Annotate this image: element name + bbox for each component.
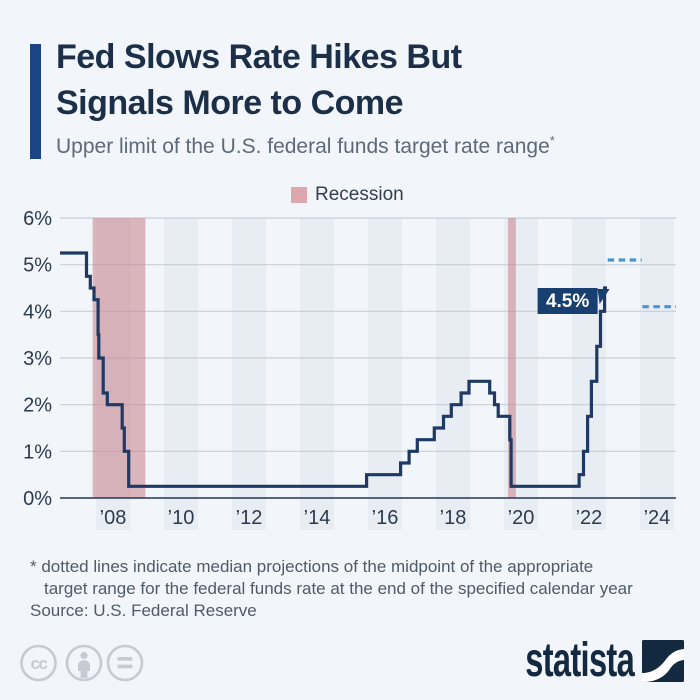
equal-icon[interactable]	[106, 644, 144, 682]
footnote: * dotted lines indicate median projectio…	[30, 556, 680, 600]
footnote-line-2: target range for the federal funds rate …	[44, 579, 633, 598]
rate-callout: 4.5%	[537, 288, 610, 314]
page-title: Fed Slows Rate Hikes But Signals More to…	[56, 34, 676, 126]
chart-subtitle: Upper limit of the U.S. federal funds ta…	[56, 133, 555, 158]
source-text: Source: U.S. Federal Reserve	[30, 601, 257, 620]
svg-text:0%: 0%	[23, 488, 52, 510]
footnote-asterisk: *	[549, 133, 555, 148]
svg-text:’18: ’18	[440, 507, 467, 529]
title-line-2: Signals More to Come	[56, 84, 404, 122]
cc-icon[interactable]: cc	[20, 644, 57, 682]
svg-text:’12: ’12	[236, 507, 263, 529]
svg-text:’24: ’24	[644, 507, 671, 529]
svg-text:4%: 4%	[23, 301, 52, 323]
projection-dashed-lines	[607, 258, 676, 309]
svg-text:’16: ’16	[372, 507, 399, 529]
attribution-icon[interactable]	[65, 644, 103, 682]
svg-text:’22: ’22	[576, 507, 603, 529]
svg-text:3%: 3%	[23, 348, 52, 370]
svg-text:’08: ’08	[100, 507, 127, 529]
svg-text:’20: ’20	[508, 507, 535, 529]
svg-text:cc: cc	[31, 654, 48, 673]
svg-text:4.5%: 4.5%	[546, 291, 589, 312]
svg-text:’14: ’14	[304, 507, 331, 529]
svg-text:5%: 5%	[23, 255, 52, 277]
recession-legend-label: Recession	[315, 184, 404, 205]
title-accent-bar	[30, 44, 41, 159]
cc-license-icons[interactable]: cc	[15, 642, 150, 684]
rate-line	[60, 251, 607, 488]
recession-legend-swatch	[291, 187, 307, 203]
fed-funds-rate-chart: 6% 5% 4% 3% 2% 1% 0% ’08 ’10 ’12 ’14 ’16 ’18 ’20 ’22 ’2…	[23, 208, 676, 530]
svg-text:6%: 6%	[23, 208, 52, 230]
statista-wordmark: statista	[525, 634, 635, 687]
svg-text:1%: 1%	[23, 441, 52, 463]
legend: Recession	[291, 184, 404, 206]
statista-logo[interactable]: statista	[474, 634, 684, 687]
svg-text:’10: ’10	[168, 507, 195, 529]
title-line-1: Fed Slows Rate Hikes But	[56, 38, 462, 76]
svg-text:2%: 2%	[23, 395, 52, 417]
x-axis-labels: ’08 ’10 ’12 ’14 ’16 ’18 ’20 ’22 ’24	[100, 507, 671, 529]
statista-logo-icon	[642, 640, 684, 682]
footnote-line-1: * dotted lines indicate median projectio…	[30, 557, 594, 576]
y-axis-labels: 6% 5% 4% 3% 2% 1% 0%	[23, 208, 52, 510]
